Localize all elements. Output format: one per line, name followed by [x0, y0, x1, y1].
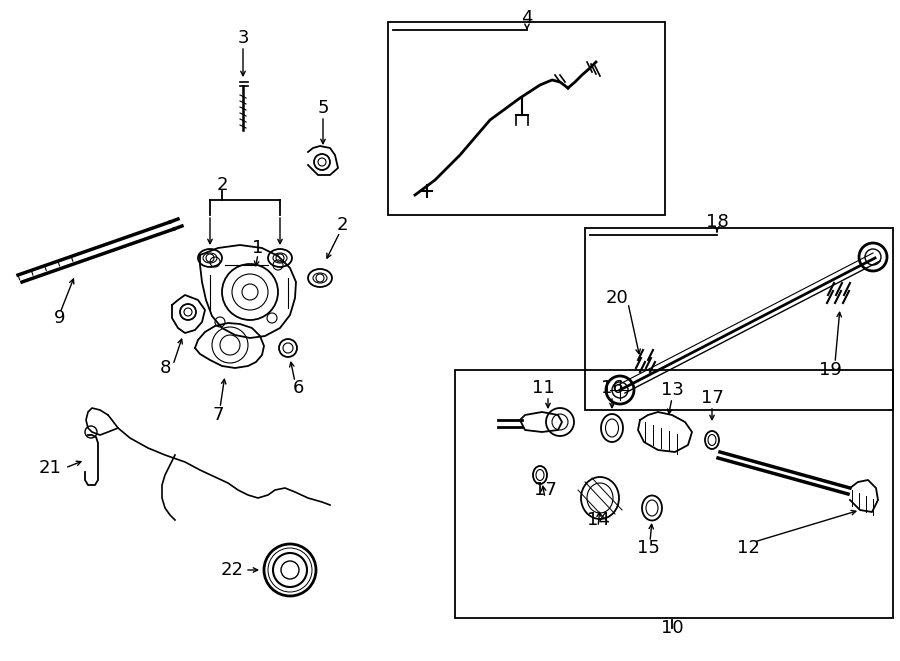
Text: 22: 22 [220, 561, 244, 579]
Text: 20: 20 [606, 289, 628, 307]
Text: 10: 10 [661, 619, 683, 637]
Bar [585, 228, 893, 410]
Text: 7: 7 [212, 406, 224, 424]
Text: 2: 2 [337, 216, 347, 234]
Text: 9: 9 [54, 309, 66, 327]
Bar [455, 370, 893, 618]
Text: 12: 12 [736, 539, 760, 557]
Text: 13: 13 [661, 381, 683, 399]
Text: 2: 2 [216, 176, 228, 194]
Text: 11: 11 [532, 379, 554, 397]
Text: 17: 17 [534, 481, 556, 499]
Text: 5: 5 [317, 99, 328, 117]
Text: 21: 21 [39, 459, 61, 477]
Text: 15: 15 [636, 539, 660, 557]
Text: 4: 4 [521, 9, 533, 27]
Text: 18: 18 [706, 213, 728, 231]
Bar [388, 22, 665, 215]
Text: 1: 1 [252, 239, 264, 257]
Text: 6: 6 [292, 379, 303, 397]
Text: 19: 19 [819, 361, 842, 379]
Text: 17: 17 [700, 389, 724, 407]
Text: 3: 3 [238, 29, 248, 47]
Text: 14: 14 [587, 511, 609, 529]
Text: 16: 16 [600, 379, 624, 397]
Text: 8: 8 [159, 359, 171, 377]
